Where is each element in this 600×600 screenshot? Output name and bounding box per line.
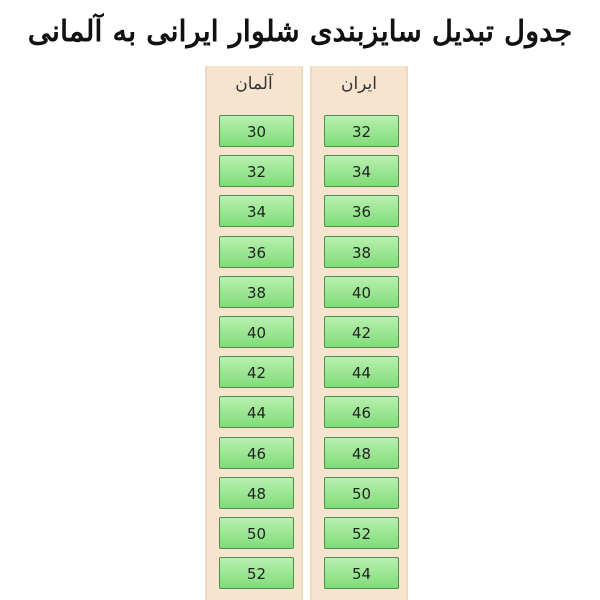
size-cell: 52 [219, 557, 294, 590]
column-header: ایران [340, 74, 378, 94]
size-cell: 32 [219, 155, 294, 188]
size-cell: 44 [219, 396, 294, 429]
size-cell: 36 [324, 195, 399, 228]
size-cell: 46 [219, 436, 294, 469]
size-cell: 32 [324, 115, 399, 147]
size-cell: 50 [219, 517, 294, 549]
size-cell: 38 [219, 275, 294, 308]
size-cell: 48 [324, 436, 399, 469]
size-cell: 54 [324, 557, 399, 590]
size-cell: 42 [219, 356, 294, 389]
size-cell: 40 [219, 316, 294, 348]
column-header: آلمان [235, 74, 273, 94]
size-cell: 48 [219, 476, 294, 509]
size-cell: 34 [324, 155, 399, 188]
size-cell: 36 [219, 235, 294, 268]
column: آلمان 30 32 34 36 38 40 42 44 46 48 50 52 [205, 66, 303, 600]
size-cell: 38 [324, 235, 399, 268]
size-cell: 40 [324, 275, 399, 308]
size-cell: 30 [219, 115, 294, 147]
column: ایران 32 34 36 38 40 42 44 46 48 50 52 54 [310, 66, 408, 600]
title: جدول تبدیل سایزبندی شلوار ایرانی به آلما… [27, 14, 573, 48]
size-cell: 44 [324, 356, 399, 389]
size-cell: 34 [219, 195, 294, 228]
size-cell: 42 [324, 316, 399, 348]
size-cell: 50 [324, 476, 399, 509]
size-cell: 46 [324, 396, 399, 429]
size-cell: 52 [324, 517, 399, 549]
